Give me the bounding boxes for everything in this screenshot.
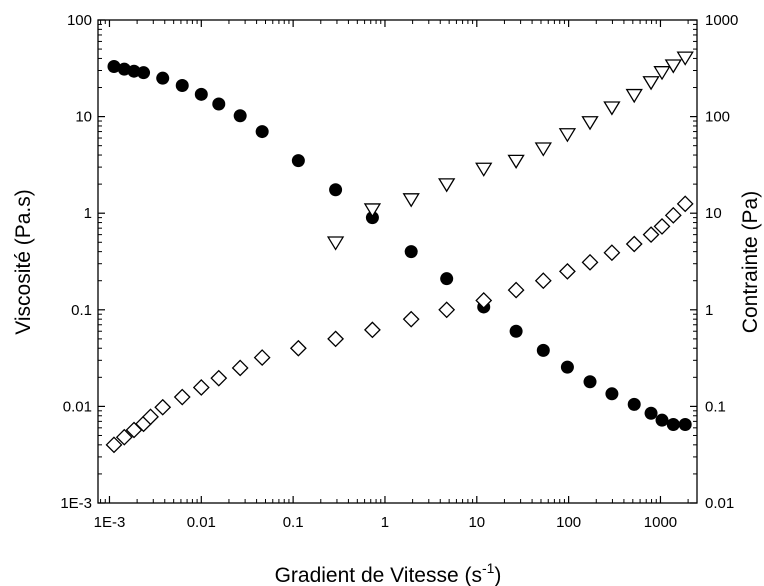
y-axis-title: Viscosité (Pa.s)	[12, 189, 35, 335]
y-tick-label: 0.1	[71, 302, 92, 319]
y2-tick-label: 1	[705, 302, 713, 319]
stress-triangle-point	[625, 88, 643, 104]
y-tick-label: 1	[84, 205, 92, 222]
viscosity-point	[117, 62, 131, 76]
viscosity-point	[127, 64, 141, 78]
stress-triangle-point	[603, 101, 621, 116]
stress-diamond-point	[105, 436, 123, 454]
stress-diamond-point	[173, 388, 191, 406]
stress-triangle-point	[402, 193, 420, 208]
y2-tick-label: 0.01	[705, 495, 734, 512]
stress-diamond-point	[327, 330, 345, 348]
stress-triangle-point	[676, 51, 694, 66]
stress-diamond-point	[475, 292, 493, 309]
stress-diamond-point	[664, 206, 682, 224]
viscosity-point	[233, 109, 247, 123]
stress-diamond-point	[192, 379, 210, 396]
viscosity-point	[644, 406, 658, 420]
x-axis-title-exponent: -1	[482, 560, 495, 576]
x-tick-label: 100	[556, 514, 581, 531]
stress-triangle-point	[363, 203, 382, 218]
stress-diamond-point	[210, 369, 228, 387]
y2-tick-label: 1000	[705, 12, 738, 29]
stress-diamond-point	[653, 217, 671, 235]
y-tick-label: 1E-3	[60, 495, 92, 512]
x-tick-label: 1E-3	[94, 514, 126, 531]
viscosity-point	[329, 183, 343, 197]
y-tick-label: 10	[75, 109, 92, 126]
stress-triangle-point	[664, 59, 682, 74]
viscosity-point	[255, 125, 269, 139]
x-tick-label: 1	[381, 514, 389, 531]
stress-diamond-point	[642, 226, 660, 244]
stress-triangle-point	[581, 116, 599, 131]
viscosity-point	[440, 272, 454, 286]
stress-diamond-point	[231, 359, 249, 377]
y2-tick-label: 0.1	[705, 398, 726, 415]
y-tick-label: 100	[67, 12, 92, 29]
stress-triangle-point	[438, 178, 456, 193]
x-axis-title: Gradient de Vitesse (s-1)	[275, 560, 502, 586]
x-axis-ticks: 1E-3 0.01 0.1 1 10 100 1000	[94, 20, 689, 531]
y-axis-ticks: 1E-3 0.01 0.1 1 10 100	[60, 12, 105, 512]
stress-diamond-point	[507, 281, 525, 299]
viscosity-point	[194, 87, 208, 101]
viscosity-point	[605, 387, 619, 401]
viscosity-point	[560, 360, 574, 374]
stress-diamond-point	[363, 321, 381, 339]
y2-tick-label: 10	[705, 205, 722, 222]
stress-diamond-point	[603, 244, 621, 262]
stress-diamond-point	[676, 195, 694, 213]
stress-diamond-point	[154, 398, 172, 416]
viscosity-point	[175, 78, 189, 92]
viscosity-point	[627, 397, 641, 411]
x-axis-title-close: )	[494, 564, 501, 586]
stress-triangle-point	[558, 128, 577, 143]
viscosity-point	[583, 375, 597, 389]
data-markers	[105, 51, 694, 454]
y-tick-label: 0.01	[63, 398, 92, 415]
viscosity-point	[655, 413, 669, 427]
x-tick-label: 10	[468, 514, 485, 531]
x-tick-label: 0.01	[187, 514, 216, 531]
stress-triangle-point	[653, 66, 671, 81]
stress-triangle-point	[475, 162, 493, 177]
stress-diamond-point	[115, 428, 133, 446]
x-tick-label: 0.1	[283, 514, 304, 531]
stress-diamond-point	[142, 408, 159, 426]
stress-diamond-point	[558, 262, 576, 280]
viscosity-point	[156, 71, 170, 85]
viscosity-point	[678, 417, 692, 431]
stress-triangle-point	[326, 236, 345, 251]
stress-diamond-point	[581, 253, 599, 271]
viscosity-point	[137, 66, 151, 80]
stress-diamond-point	[438, 301, 456, 319]
stress-triangle-point	[642, 76, 660, 91]
viscosity-point	[666, 417, 680, 431]
viscosity-point	[107, 60, 121, 74]
viscosity-point	[212, 97, 226, 111]
viscosity-point	[365, 211, 379, 225]
stress-diamond-point	[402, 310, 420, 328]
viscosity-point	[536, 343, 550, 357]
y2-axis-title: Contrainte (Pa)	[739, 191, 762, 333]
y2-tick-label: 100	[705, 109, 730, 126]
plot-frame	[97, 19, 698, 504]
viscosity-point	[404, 245, 418, 259]
viscosity-point	[291, 154, 305, 168]
stress-triangle-point	[507, 154, 525, 170]
stress-diamond-point	[534, 272, 552, 290]
y2-axis-ticks: 0.01 0.1 1 10 100 1000	[690, 12, 738, 512]
stress-triangle-point	[534, 142, 552, 157]
stress-diamond-point	[289, 339, 307, 357]
x-tick-label: 1000	[644, 514, 677, 531]
stress-diamond-point	[253, 349, 271, 367]
viscosity-point	[509, 324, 523, 338]
stress-diamond-point	[625, 235, 643, 253]
